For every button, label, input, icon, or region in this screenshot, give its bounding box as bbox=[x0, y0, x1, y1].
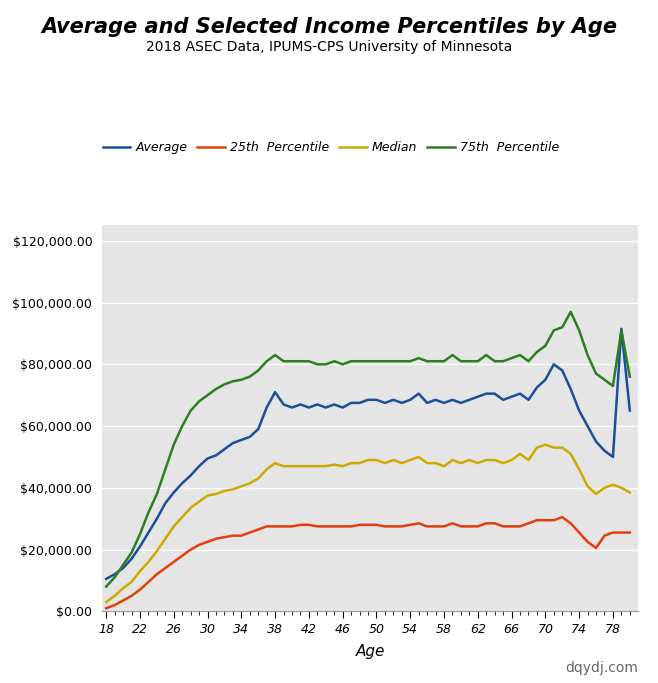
Median bbox=[347, 459, 355, 467]
Median bbox=[626, 488, 634, 497]
Average bbox=[465, 395, 473, 404]
Text: dqydj.com: dqydj.com bbox=[565, 661, 638, 675]
25th  Percentile bbox=[558, 513, 566, 521]
75th  Percentile bbox=[567, 308, 574, 316]
25th  Percentile bbox=[102, 604, 110, 612]
Median bbox=[465, 456, 473, 464]
Average bbox=[246, 433, 254, 441]
Line: 25th  Percentile: 25th Percentile bbox=[106, 517, 630, 608]
Median bbox=[102, 598, 110, 606]
Median bbox=[246, 479, 254, 487]
75th  Percentile bbox=[246, 372, 254, 380]
Median bbox=[263, 465, 270, 473]
X-axis label: Age: Age bbox=[355, 645, 385, 659]
75th  Percentile bbox=[263, 357, 270, 365]
25th  Percentile bbox=[626, 529, 634, 537]
Average bbox=[617, 324, 625, 333]
75th  Percentile bbox=[626, 372, 634, 380]
Median bbox=[617, 484, 625, 492]
75th  Percentile bbox=[102, 583, 110, 591]
25th  Percentile bbox=[347, 522, 355, 531]
Average bbox=[347, 399, 355, 407]
75th  Percentile bbox=[347, 357, 355, 365]
Average bbox=[609, 453, 617, 461]
Legend: Average, 25th  Percentile, Median, 75th  Percentile: Average, 25th Percentile, Median, 75th P… bbox=[103, 141, 559, 154]
Median bbox=[542, 441, 549, 449]
75th  Percentile bbox=[465, 357, 473, 365]
Average bbox=[102, 575, 110, 583]
75th  Percentile bbox=[617, 326, 625, 335]
75th  Percentile bbox=[364, 357, 372, 365]
Average bbox=[263, 404, 270, 412]
Line: Median: Median bbox=[106, 445, 630, 602]
Y-axis label: Annual Pre-Tax Individual Income: Annual Pre-Tax Individual Income bbox=[0, 309, 4, 528]
Median bbox=[364, 456, 372, 464]
25th  Percentile bbox=[246, 529, 254, 537]
Text: 2018 ASEC Data, IPUMS-CPS University of Minnesota: 2018 ASEC Data, IPUMS-CPS University of … bbox=[146, 40, 512, 53]
25th  Percentile bbox=[465, 522, 473, 531]
25th  Percentile bbox=[364, 520, 372, 529]
Text: Average and Selected Income Percentiles by Age: Average and Selected Income Percentiles … bbox=[41, 17, 617, 37]
Average bbox=[364, 395, 372, 404]
25th  Percentile bbox=[263, 522, 270, 531]
Line: Average: Average bbox=[106, 329, 630, 579]
Line: 75th  Percentile: 75th Percentile bbox=[106, 312, 630, 587]
Average bbox=[626, 406, 634, 415]
25th  Percentile bbox=[617, 529, 625, 537]
